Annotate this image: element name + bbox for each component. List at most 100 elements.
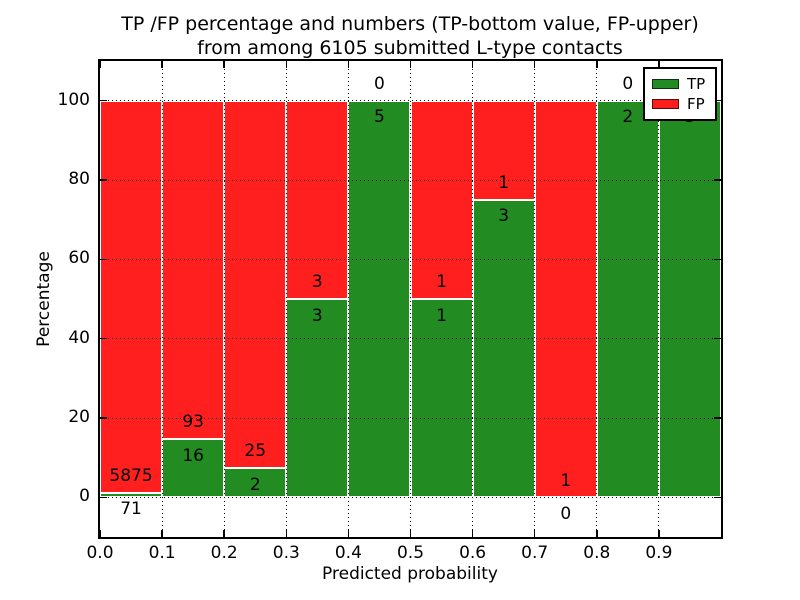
x-tick-label: 0.7: [521, 543, 549, 563]
y-tick-mark: [100, 417, 107, 419]
bar-fp-segment: [224, 100, 287, 468]
tp-color-swatch: [652, 79, 679, 89]
x-tick-label: 0.4: [334, 543, 362, 563]
bar-tp-segment: [596, 100, 659, 498]
x-axis-label: Predicted probability: [322, 564, 498, 584]
bar-count-label-fp: 0: [374, 74, 385, 94]
gridline-vertical: [285, 61, 287, 537]
y-tick-mark-right: [714, 496, 721, 499]
bar-fp-segment: [534, 100, 597, 498]
bar-count-label-fp: 93: [182, 412, 204, 433]
x-tick-mark-top: [658, 61, 660, 68]
y-tick-mark-right: [714, 337, 721, 340]
legend-label-fp: FP: [687, 95, 705, 113]
bar-count-label-tp: 2: [622, 107, 634, 128]
y-tick-mark-right: [714, 417, 721, 419]
bar-tp-segment: [410, 299, 473, 498]
y-tick-mark: [100, 179, 107, 181]
x-tick-label: 0.2: [210, 543, 238, 563]
y-tick-mark: [100, 258, 107, 261]
legend-entry-tp: TP: [652, 74, 708, 94]
chart-title-line1: TP /FP percentage and numbers (TP-bottom…: [121, 13, 699, 35]
x-tick-label: 0.5: [396, 543, 425, 563]
chart-title-line2: from among 6105 submitted L-type contact…: [197, 37, 623, 59]
gridline-vertical: [658, 61, 660, 537]
x-tick-mark-top: [99, 61, 101, 68]
bar-count-label-fp: 3: [311, 272, 323, 293]
y-tick-mark: [100, 337, 107, 340]
x-tick-mark: [596, 530, 598, 537]
x-tick-mark-top: [347, 61, 350, 68]
bar-fp-segment: [472, 100, 535, 200]
gridline-vertical: [410, 61, 411, 537]
bar-tp-segment: [348, 100, 411, 498]
gridline-vertical: [534, 61, 536, 537]
bar-count-label-fp: 1: [560, 470, 572, 491]
x-tick-mark: [285, 530, 288, 537]
bar-count-label-fp: 1: [436, 272, 447, 293]
bar-tp-segment: [658, 100, 721, 498]
x-tick-mark: [658, 530, 660, 537]
bar-fp-segment: [162, 100, 225, 440]
chart-title: TP /FP percentage and numbers (TP-bottom…: [10, 12, 800, 60]
bar-count-label-tp: 0: [560, 503, 572, 524]
y-tick-mark-right: [714, 258, 721, 261]
gridline-vertical: [347, 61, 349, 537]
y-tick-label: 20: [68, 407, 90, 427]
bar-count-label-fp: 25: [244, 441, 267, 462]
x-tick-label: 0.3: [272, 543, 300, 563]
x-tick-mark-top: [161, 61, 163, 68]
x-tick-mark: [347, 530, 350, 537]
x-tick-label: 0.0: [86, 543, 114, 563]
gridline-vertical: [223, 61, 225, 537]
fp-color-swatch: [652, 99, 679, 109]
x-tick-mark: [409, 530, 412, 537]
y-tick-label: 80: [68, 169, 90, 189]
bar-count-label-tp: 1: [436, 305, 447, 326]
bar-count-label-tp: 2: [249, 474, 261, 495]
x-tick-label: 0.9: [645, 543, 673, 563]
bar-count-label-tp: 3: [498, 206, 510, 227]
x-tick-mark-top: [596, 61, 598, 68]
bar-tp-segment: [472, 199, 535, 498]
x-tick-mark-top: [285, 61, 288, 68]
legend-entry-fp: FP: [652, 94, 708, 114]
y-tick-mark-right: [714, 179, 721, 181]
bar-fp-segment: [410, 100, 473, 299]
x-tick-mark-top: [471, 61, 474, 68]
bar-count-label-tp: 3: [311, 305, 323, 326]
bar-count-label-fp: 5875: [109, 465, 153, 486]
x-tick-mark: [471, 530, 474, 537]
y-tick-mark: [100, 99, 107, 102]
x-tick-label: 0.1: [148, 543, 176, 563]
bar-count-label-fp: 1: [498, 173, 510, 194]
bar-fp-segment: [100, 100, 163, 493]
x-tick-mark: [99, 530, 101, 537]
bar-count-label-tp: 5: [374, 107, 385, 128]
y-tick-label: 100: [57, 89, 90, 110]
bar-tp-segment: [224, 467, 287, 498]
legend-label-tp: TP: [687, 75, 706, 93]
x-tick-mark-top: [409, 61, 412, 68]
gridline-vertical: [596, 61, 598, 537]
y-tick-label: 0: [79, 486, 90, 507]
bar-fp-segment: [286, 100, 349, 299]
x-tick-label: 0.6: [459, 543, 487, 563]
bar-count-label-tp: 16: [182, 445, 204, 466]
gridline-vertical: [161, 61, 163, 537]
bar-count-label-tp: 71: [120, 499, 142, 520]
x-tick-mark-top: [533, 61, 536, 68]
gridline-vertical: [472, 61, 474, 537]
bar-count-label-fp: 0: [622, 74, 634, 94]
bar-tp-segment: [162, 439, 225, 498]
x-tick-mark: [223, 530, 225, 537]
bar-tp-segment: [286, 299, 349, 498]
x-tick-mark: [533, 530, 536, 537]
x-tick-label: 0.8: [583, 543, 611, 563]
x-tick-mark-top: [223, 61, 225, 68]
y-tick-label: 60: [68, 248, 90, 269]
x-tick-mark: [161, 530, 163, 537]
y-tick-label: 40: [68, 327, 90, 348]
y-tick-mark-right: [714, 99, 721, 102]
